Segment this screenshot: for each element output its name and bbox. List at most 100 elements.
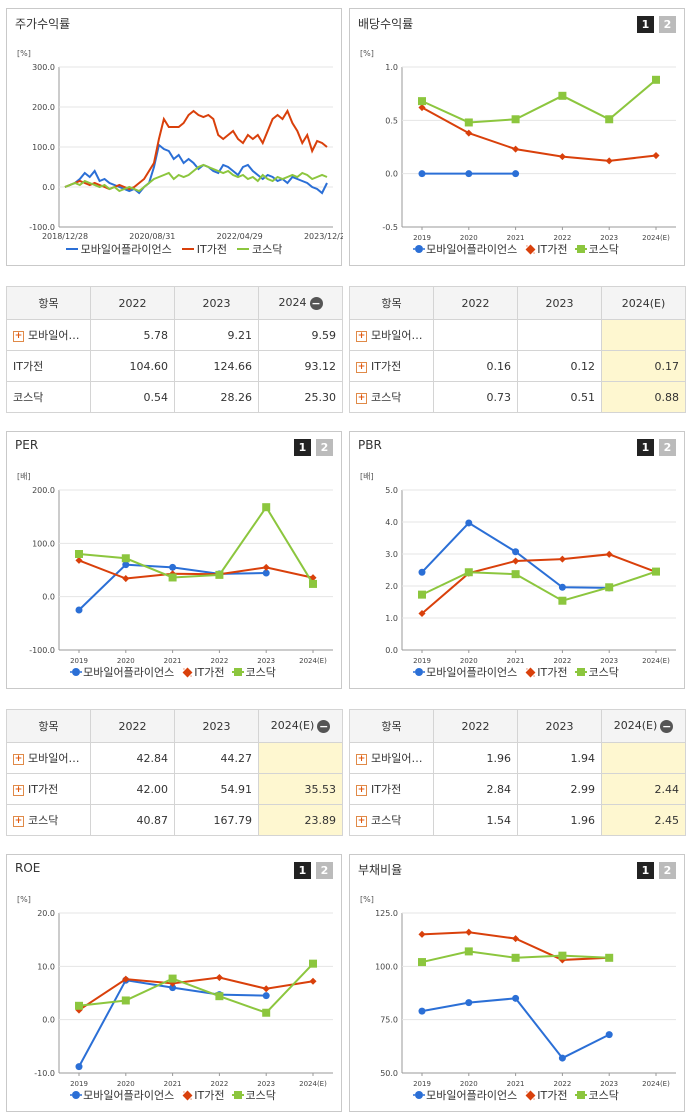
series-line — [421, 521, 610, 589]
y-tick-label: 200.0 — [32, 103, 55, 112]
page-2-button[interactable]: 2 — [659, 16, 676, 33]
expand-icon[interactable]: + — [356, 330, 367, 342]
data-point — [168, 974, 177, 983]
x-tick-label: 2022 — [553, 657, 571, 665]
table-row: + 코스닥 40.87 167.79 23.89 — [6, 804, 343, 836]
page-1-button[interactable]: 1 — [294, 439, 311, 456]
page-2-button[interactable]: 2 — [316, 439, 333, 456]
page-1-button[interactable]: 1 — [294, 862, 311, 879]
unit-label: [%] — [17, 895, 31, 904]
dividend-chart-title: 배당수익률 — [358, 17, 414, 31]
table-cell: 9.59 — [258, 319, 343, 351]
x-tick-label: 2021 — [507, 1080, 525, 1088]
data-point — [558, 91, 567, 100]
legend-item[interactable]: 코스닥 — [236, 241, 282, 257]
table-cell: 1.94 — [517, 742, 602, 774]
row-label: + 코스닥 — [349, 381, 434, 413]
table-cell: 28.26 — [174, 381, 259, 413]
legend-item[interactable]: 코스닥 — [577, 241, 619, 257]
expand-icon[interactable]: + — [356, 392, 367, 404]
page-2-button[interactable]: 2 — [659, 862, 676, 879]
legend-item[interactable]: 모바일어플라이언스 — [415, 241, 517, 257]
legend-item[interactable]: 모바일어플라이언스 — [65, 241, 172, 257]
table-cell: 42.84 — [90, 742, 175, 774]
data-point — [418, 958, 426, 967]
table-row: + IT가전 0.16 0.12 0.17 — [349, 350, 686, 382]
legend-item[interactable]: 모바일어플라이언스 — [415, 664, 517, 680]
expand-icon[interactable]: + — [13, 815, 24, 827]
expand-icon[interactable]: + — [13, 784, 24, 796]
data-point — [262, 563, 270, 571]
column-header: 2022 — [90, 286, 175, 320]
data-point — [652, 567, 660, 576]
pbr-table: 항목 2022 2023 2024(E) − + 모바일어… 1.96 1.94 + IT가전 2.8… — [349, 709, 686, 836]
page-2-button[interactable]: 2 — [659, 439, 676, 456]
expand-icon[interactable]: + — [13, 753, 24, 765]
collapse-icon[interactable]: − — [309, 296, 323, 310]
legend-label: 모바일어플라이언스 — [83, 666, 175, 679]
table-cell: 0.12 — [517, 350, 602, 382]
legend-item[interactable]: IT가전 — [525, 241, 567, 257]
expand-icon[interactable]: + — [356, 753, 367, 765]
data-point — [512, 935, 520, 943]
legend-item[interactable]: 코스닥 — [577, 1087, 619, 1103]
expand-icon[interactable]: + — [13, 330, 24, 342]
column-header: 2023 — [517, 286, 602, 320]
legend-item[interactable]: IT가전 — [181, 241, 227, 257]
x-tick-label: 2021 — [507, 657, 525, 665]
expand-icon[interactable]: + — [356, 361, 367, 373]
page-2-button[interactable]: 2 — [316, 862, 333, 879]
data-point — [418, 568, 426, 576]
x-tick-label: 2020 — [460, 1080, 478, 1088]
legend-label: IT가전 — [537, 666, 568, 679]
column-header: 항목 — [349, 286, 434, 320]
page-1-button[interactable]: 1 — [637, 862, 654, 879]
column-header: 2024(E) − — [258, 709, 343, 743]
data-point — [418, 1007, 426, 1015]
expand-icon[interactable]: + — [356, 784, 367, 796]
data-point — [464, 568, 473, 577]
legend-item[interactable]: 모바일어플라이언스 — [72, 1087, 174, 1103]
legend-item[interactable]: 모바일어플라이언스 — [415, 1087, 517, 1103]
x-tick-label: 2022/04/29 — [217, 232, 263, 241]
legend-swatch — [72, 668, 81, 676]
legend-swatch — [525, 1090, 536, 1100]
page-1-button[interactable]: 1 — [637, 439, 654, 456]
legend-item[interactable]: IT가전 — [525, 664, 568, 680]
data-point — [558, 555, 566, 563]
series-line — [78, 559, 314, 580]
legend-item[interactable]: IT가전 — [182, 664, 224, 680]
x-tick-label: 2021 — [164, 657, 182, 665]
table-cell: 1.96 — [517, 804, 602, 836]
page-1-button[interactable]: 1 — [637, 16, 654, 33]
series-line — [78, 962, 314, 1014]
legend-swatch — [415, 668, 424, 676]
table-row: + 모바일어… — [349, 319, 686, 351]
collapse-icon[interactable]: − — [317, 719, 331, 733]
legend-label: 코스닥 — [588, 243, 619, 256]
legend-item[interactable]: 코스닥 — [577, 664, 619, 680]
legend-item[interactable]: IT가전 — [525, 1087, 567, 1103]
collapse-icon[interactable]: − — [660, 719, 674, 733]
legend-swatch — [525, 667, 536, 677]
legend-item[interactable]: 모바일어플라이언스 — [72, 664, 174, 680]
legend-item[interactable]: 코스닥 — [234, 1087, 276, 1103]
data-point — [465, 129, 473, 137]
x-tick-label: 2019 — [413, 657, 431, 665]
series-line — [421, 997, 610, 1060]
x-tick-label: 2023 — [600, 657, 618, 665]
price-legend: 모바일어플라이언스 IT가전 코스닥 — [7, 241, 341, 257]
data-point — [75, 550, 83, 558]
y-tick-label: 10.0 — [37, 962, 55, 971]
data-point — [418, 590, 426, 599]
legend-item[interactable]: IT가전 — [182, 1087, 224, 1103]
row-label: + IT가전 — [6, 773, 91, 805]
x-tick-label: 2022 — [210, 657, 228, 665]
table-cell: 0.51 — [517, 381, 602, 413]
data-point — [605, 550, 613, 558]
expand-icon[interactable]: + — [356, 815, 367, 827]
legend-item[interactable]: 코스닥 — [234, 664, 276, 680]
data-point — [465, 519, 473, 527]
